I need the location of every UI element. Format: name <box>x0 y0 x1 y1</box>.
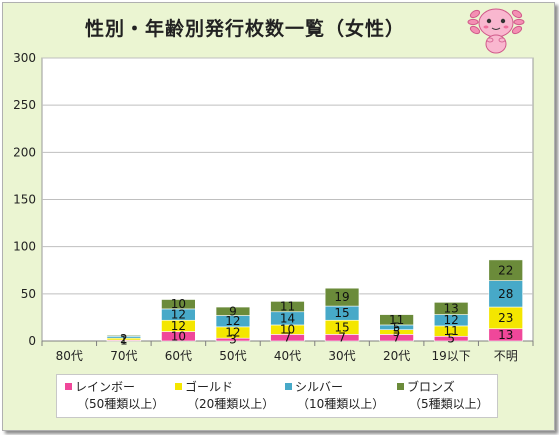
data-label: 12 <box>225 326 240 340</box>
x-tick-label: 30代 <box>328 349 355 363</box>
data-label: 15 <box>334 306 349 320</box>
legend-label: ゴールド <box>185 380 234 394</box>
legend-sublabel: （5種類以上） <box>409 397 489 411</box>
data-label: 7 <box>338 331 346 345</box>
legend-item: ブロンズ （5種類以上） <box>397 379 507 413</box>
data-label: 1 <box>120 334 128 348</box>
data-label: 12 <box>444 313 459 327</box>
data-label: 12 <box>171 308 186 322</box>
legend-swatch <box>397 383 404 390</box>
data-label: 12 <box>171 319 186 333</box>
data-label: 11 <box>444 324 459 338</box>
data-label: 5 <box>447 332 455 346</box>
data-label: 12 <box>225 314 240 328</box>
y-tick-label: 150 <box>13 193 36 207</box>
data-label: 3 <box>229 333 237 347</box>
legend-label: ブロンズ <box>407 380 455 394</box>
y-tick-label: 300 <box>13 51 36 65</box>
legend-label: レインボー <box>75 380 136 394</box>
axolotl-mascot-icon <box>467 8 525 54</box>
data-label: 11 <box>389 313 404 327</box>
data-label: 22 <box>498 263 513 277</box>
data-label: 10 <box>171 329 186 343</box>
data-label: 13 <box>444 301 459 315</box>
data-label: 19 <box>334 290 349 304</box>
data-label: 2 <box>120 332 128 346</box>
y-tick-label: 0 <box>28 334 36 348</box>
legend-sublabel: （50種類以上） <box>77 397 165 411</box>
data-label: 13 <box>498 328 513 342</box>
legend-sublabel: （20種類以上） <box>187 397 275 411</box>
data-label: 14 <box>280 311 295 325</box>
legend-swatch <box>65 383 72 390</box>
data-label: 5 <box>393 325 401 339</box>
data-label: 11 <box>280 300 295 314</box>
data-label: 9 <box>229 304 237 318</box>
x-tick-label: 60代 <box>165 349 192 363</box>
legend-swatch <box>285 383 292 390</box>
chart-title: 性別・年齢別発行枚数一覧（女性） <box>84 18 405 40</box>
legend-item: ゴールド （20種類以上） <box>175 379 285 413</box>
x-tick-label: 50代 <box>219 349 246 363</box>
legend-swatch <box>175 383 182 390</box>
y-tick-label: 250 <box>13 98 36 112</box>
bar-segment <box>324 287 360 307</box>
data-label: 23 <box>498 311 513 325</box>
data-label: 5 <box>393 320 401 334</box>
data-label: 15 <box>334 320 349 334</box>
legend: レインボー （50種類以上） ゴールド （20種類以上） シルバー （10種類以上） ブロン… <box>56 374 498 418</box>
y-tick-label: 100 <box>13 240 36 254</box>
y-tick-label: 50 <box>21 287 36 301</box>
bar-segment <box>488 259 523 281</box>
y-tick-label: 200 <box>13 145 36 159</box>
data-label: 10 <box>171 297 186 311</box>
bar-segment <box>379 314 414 326</box>
legend-sublabel: （10種類以上） <box>297 397 385 411</box>
bar-segment <box>161 299 196 310</box>
bar-segment <box>106 335 142 337</box>
x-tick-label: 20代 <box>383 349 410 363</box>
legend-item: レインボー （50種類以上） <box>65 379 175 413</box>
bar-segment <box>433 302 469 315</box>
data-label: 7 <box>284 331 292 345</box>
x-tick-label: 80代 <box>56 349 83 363</box>
legend-label: シルバー <box>295 380 344 394</box>
x-tick-label: 不明 <box>494 349 518 363</box>
data-label: 10 <box>280 323 295 337</box>
bar-segment <box>215 306 251 316</box>
data-label: 7 <box>393 331 401 345</box>
data-label: 28 <box>498 287 513 301</box>
x-tick-label: 40代 <box>274 349 301 363</box>
bar-segment <box>488 280 523 308</box>
x-tick-label: 19以下 <box>432 349 471 363</box>
legend-item: シルバー （10種類以上） <box>285 379 395 413</box>
bar-segment <box>270 301 305 313</box>
x-tick-label: 70代 <box>110 349 137 363</box>
